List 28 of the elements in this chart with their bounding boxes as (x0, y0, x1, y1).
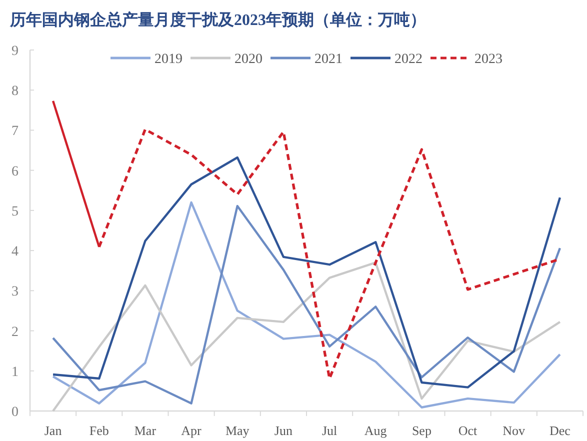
legend-label: 2019 (154, 52, 182, 67)
y-tick-label: 3 (12, 284, 18, 300)
x-tick-label: Feb (89, 423, 109, 438)
x-tick-label: Oct (458, 423, 478, 438)
x-tick-label: Sep (412, 423, 432, 438)
title: 历年国内钢企总产量月度干扰及2023年预期（单位：万吨） (10, 12, 426, 29)
legend-label: 2020 (234, 52, 262, 67)
y-tick-label: 9 (12, 44, 18, 59)
x-tick-label: Jun (274, 423, 293, 438)
x-tick-label: Apr (181, 423, 202, 438)
y-tick-label: 7 (12, 124, 18, 140)
y-tick-label: 2 (12, 324, 18, 340)
y-tick-label: 0 (12, 405, 18, 420)
x-tick-label: Aug (364, 423, 388, 438)
x-tick-label: Jul (322, 423, 338, 438)
x-tick-label: Nov (502, 423, 526, 438)
legend-label: 2023 (474, 52, 502, 67)
y-tick-label: 1 (12, 364, 18, 380)
y-tick-label: 4 (12, 244, 18, 260)
x-tick-label: Mar (134, 423, 157, 438)
y-tick-label: 5 (12, 204, 18, 220)
y-tick-label: 6 (12, 164, 18, 180)
legend-label: 2022 (394, 52, 422, 67)
x-tick-label: Dec (549, 423, 571, 438)
x-tick-label: Jan (44, 423, 62, 438)
y-tick-label: 8 (12, 84, 18, 100)
legend-label: 2021 (314, 52, 342, 67)
x-tick-label: May (225, 423, 250, 438)
